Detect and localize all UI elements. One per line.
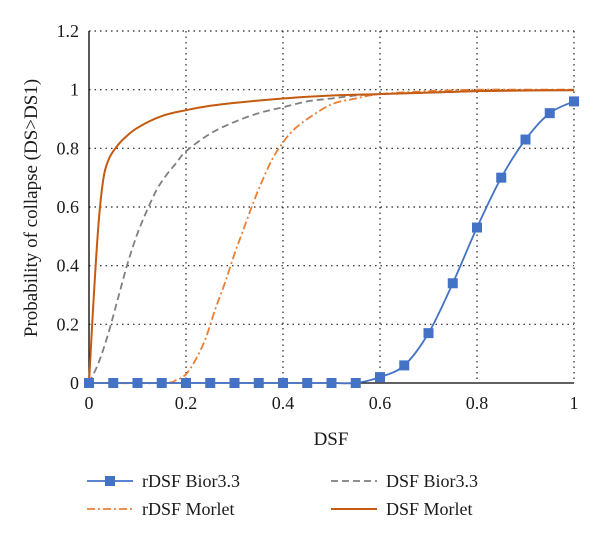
y-tick-label: 0.4 xyxy=(57,256,80,276)
legend-item-dsf-bior3-3: DSF Bior3.3 xyxy=(331,471,478,491)
series-line-rdsf-bior3-3 xyxy=(89,100,575,385)
series-line-dsf-morlet xyxy=(88,89,575,384)
y-tick-label: 0 xyxy=(70,373,79,393)
y-tick-label: 0.6 xyxy=(57,197,80,217)
data-point-rdsf-bior3-3 xyxy=(423,328,434,339)
data-point-rdsf-bior3-3 xyxy=(278,378,288,388)
data-point-rdsf-bior3-3 xyxy=(569,96,579,107)
data-point-rdsf-bior3-3 xyxy=(108,378,119,388)
series-line-dsf-bior3-3 xyxy=(88,88,575,384)
y-tick-labels: 0 0.2 0.4 0.6 0.8 1 1.2 xyxy=(57,21,80,393)
x-tick-label: 0.2 xyxy=(175,393,198,413)
data-point-rdsf-bior3-3 xyxy=(156,378,167,388)
legend-marker-rdsf-bior3-3 xyxy=(105,476,115,486)
data-point-rdsf-bior3-3 xyxy=(544,108,555,119)
legend-label-rdsf-bior3-3: rDSF Bior3.3 xyxy=(142,471,240,491)
legend-label-dsf-bior3-3: DSF Bior3.3 xyxy=(386,471,478,491)
x-tick-label: 0.4 xyxy=(272,393,295,413)
data-point-rdsf-bior3-3 xyxy=(84,378,94,388)
y-tick-label: 0.8 xyxy=(57,138,80,158)
x-tick-label: 0 xyxy=(85,393,94,413)
legend-item-rdsf-bior3-3: rDSF Bior3.3 xyxy=(87,471,240,491)
legend-label-rdsf-morlet: rDSF Morlet xyxy=(142,499,235,519)
data-point-rdsf-bior3-3 xyxy=(132,378,143,388)
data-point-rdsf-bior3-3 xyxy=(496,172,507,183)
y-tick-label: 1.2 xyxy=(57,21,80,41)
y-tick-label: 1 xyxy=(70,80,79,100)
x-axis-label: DSF xyxy=(314,429,349,450)
data-point-rdsf-bior3-3 xyxy=(447,278,458,289)
data-point-rdsf-bior3-3 xyxy=(229,378,240,388)
data-point-rdsf-bior3-3 xyxy=(350,378,361,388)
x-tick-label: 0.8 xyxy=(466,393,489,413)
legend-item-rdsf-morlet: rDSF Morlet xyxy=(87,499,235,519)
y-tick-label: 0.2 xyxy=(57,314,80,334)
data-point-rdsf-bior3-3 xyxy=(181,378,191,388)
data-point-rdsf-bior3-3 xyxy=(302,378,313,388)
data-point-rdsf-bior3-3 xyxy=(520,134,531,145)
series-line-rdsf-morlet xyxy=(88,88,574,385)
x-tick-label: 0.6 xyxy=(369,393,392,413)
grid-lines xyxy=(89,30,575,383)
data-point-rdsf-bior3-3 xyxy=(253,378,264,388)
data-point-rdsf-bior3-3 xyxy=(205,378,216,388)
data-point-rdsf-bior3-3 xyxy=(472,222,482,233)
data-point-rdsf-bior3-3 xyxy=(326,378,337,388)
y-axis-label: Probability of collapse (DS>DS1) xyxy=(21,79,42,337)
data-series xyxy=(84,88,579,388)
x-tick-label: 1 xyxy=(570,393,579,413)
data-point-rdsf-bior3-3 xyxy=(375,372,385,383)
data-point-rdsf-bior3-3 xyxy=(399,360,410,371)
legend: rDSF Bior3.3 DSF Bior3.3 rDSF Morlet DSF Mo… xyxy=(87,471,478,519)
legend-label-dsf-morlet: DSF Morlet xyxy=(386,499,473,519)
legend-item-dsf-morlet: DSF Morlet xyxy=(331,499,473,519)
x-tick-labels: 0 0.2 0.4 0.6 0.8 1 xyxy=(85,393,579,413)
